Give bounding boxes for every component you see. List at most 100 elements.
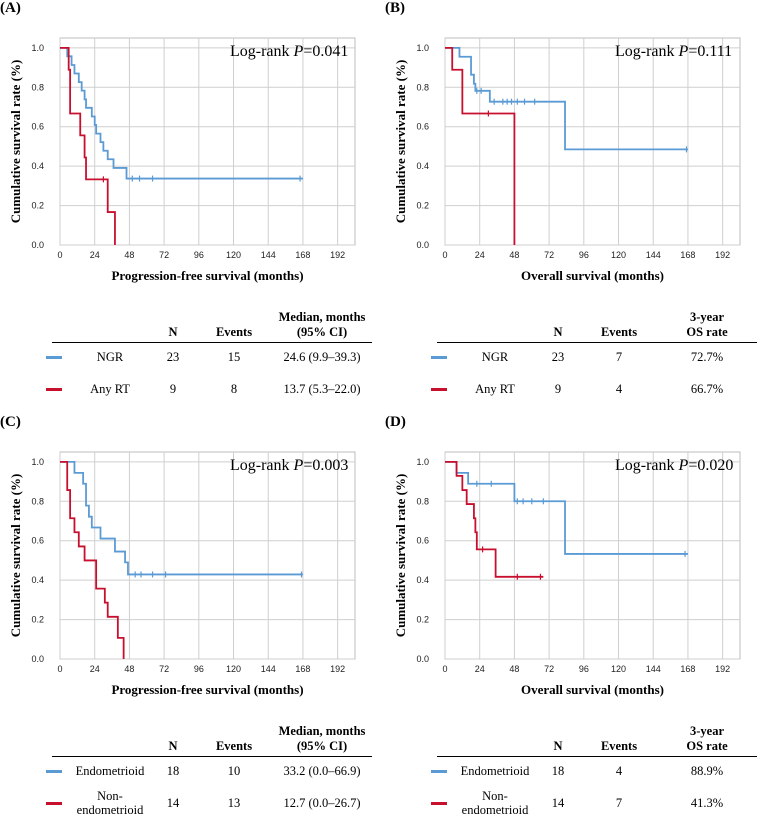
row-stat: 33.2 (0.0–66.9) bbox=[283, 764, 361, 778]
km-chart: 0 24 48 72 96 120 144 168 192 0.0 0.2 0.4 0.6 0.8 1.0 C… bbox=[393, 37, 741, 283]
log-rank-value: =0.041 bbox=[303, 43, 348, 60]
y-tick-label: 0.8 bbox=[31, 82, 44, 92]
x-tick-label: 0 bbox=[442, 250, 447, 260]
km-curve-series-2 bbox=[445, 46, 516, 245]
x-tick-label: 168 bbox=[680, 250, 695, 260]
row-name: Non-endometrioid bbox=[76, 789, 144, 817]
table-header: Events bbox=[215, 325, 253, 339]
x-tick-label: 120 bbox=[611, 664, 626, 674]
km-chart: 0 24 48 72 96 120 144 168 192 0.0 0.2 0.4 0.6 0.8 1.0 C… bbox=[8, 451, 356, 697]
x-tick-label: 0 bbox=[442, 664, 447, 674]
x-tick-label: 0 bbox=[57, 664, 62, 674]
table-header: Events bbox=[600, 739, 638, 753]
y-tick-label: 0.8 bbox=[31, 496, 44, 506]
y-tick-label: 1.0 bbox=[31, 457, 44, 467]
row-stat: 12.7 (0.0–26.7) bbox=[283, 796, 361, 810]
row-name: NGR bbox=[96, 350, 124, 364]
panel-label: (D) bbox=[385, 414, 406, 430]
log-rank-annotation: Log-rank P=0.003 bbox=[230, 457, 348, 474]
y-tick-label: 0.0 bbox=[31, 654, 44, 664]
row-n: 14 bbox=[166, 796, 180, 810]
x-axis-title: Overall survival (months) bbox=[521, 268, 664, 283]
row-name: Any RT bbox=[475, 382, 515, 396]
x-tick-label: 48 bbox=[124, 250, 134, 260]
x-tick-label: 144 bbox=[646, 250, 661, 260]
table-top-rule bbox=[437, 342, 757, 343]
table-header: Events bbox=[600, 325, 638, 339]
legend-swatch bbox=[46, 770, 62, 773]
panel-d: (D) 0 24 48 72 96 120 144 168 192 0.0 0.2 0.4 0.6 0.8… bbox=[385, 414, 770, 828]
table-header: N bbox=[553, 739, 563, 753]
row-events: 4 bbox=[615, 764, 623, 778]
table-header: Median, months (95% CI) bbox=[278, 310, 366, 339]
x-tick-label: 48 bbox=[509, 250, 519, 260]
row-n: 9 bbox=[554, 382, 562, 396]
log-rank-value: =0.111 bbox=[688, 43, 732, 60]
row-name: Endometrioid bbox=[460, 764, 530, 778]
row-events: 15 bbox=[227, 350, 241, 364]
x-tick-label: 168 bbox=[295, 664, 310, 674]
row-stat: 72.7% bbox=[690, 350, 724, 364]
plot-frame bbox=[59, 451, 356, 660]
summary-table: N Events 3-year OS rate Endometrioid 18 4 88.9%… bbox=[385, 714, 770, 828]
x-tick-label: 72 bbox=[159, 250, 169, 260]
row-n: 23 bbox=[166, 350, 180, 364]
log-rank-prefix: Log-rank bbox=[230, 43, 294, 60]
x-tick-label: 96 bbox=[579, 664, 589, 674]
row-n: 18 bbox=[551, 764, 565, 778]
x-tick-label: 144 bbox=[646, 664, 661, 674]
plot-frame bbox=[444, 37, 741, 246]
x-tick-label: 120 bbox=[611, 250, 626, 260]
x-tick-label: 192 bbox=[715, 250, 730, 260]
row-events: 10 bbox=[227, 764, 241, 778]
table-header: N bbox=[553, 325, 563, 339]
legend-swatch bbox=[431, 770, 447, 773]
summary-table: N Events Median, months (95% CI) NGR 23 15 24.6… bbox=[0, 300, 385, 414]
y-tick-label: 0.6 bbox=[31, 122, 44, 132]
km-curve-series-2 bbox=[60, 460, 125, 659]
log-rank-prefix: Log-rank bbox=[615, 457, 679, 474]
y-axis-title: Cumulative survival rate (%) bbox=[8, 474, 23, 638]
x-tick-label: 24 bbox=[475, 664, 485, 674]
row-events: 8 bbox=[230, 382, 238, 396]
y-tick-label: 1.0 bbox=[31, 43, 44, 53]
log-rank-prefix: Log-rank bbox=[230, 457, 294, 474]
y-axis-title: Cumulative survival rate (%) bbox=[393, 60, 408, 224]
y-tick-label: 0.8 bbox=[416, 496, 429, 506]
log-rank-annotation: Log-rank P=0.111 bbox=[615, 43, 732, 60]
y-tick-label: 1.0 bbox=[416, 43, 429, 53]
log-rank-p-symbol: P bbox=[678, 457, 689, 474]
x-tick-label: 24 bbox=[475, 250, 485, 260]
y-tick-label: 0.4 bbox=[31, 161, 44, 171]
row-stat: 13.7 (5.3–22.0) bbox=[283, 382, 361, 396]
row-name: Non-endometrioid bbox=[461, 789, 529, 817]
y-tick-label: 1.0 bbox=[416, 457, 429, 467]
km-chart: 0 24 48 72 96 120 144 168 192 0.0 0.2 0.4 0.6 0.8 1.0 C… bbox=[8, 37, 356, 283]
y-tick-label: 0.6 bbox=[416, 122, 429, 132]
row-name: NGR bbox=[481, 350, 509, 364]
row-n: 23 bbox=[551, 350, 565, 364]
table-header: N bbox=[168, 325, 178, 339]
y-tick-label: 0.2 bbox=[31, 201, 44, 211]
km-curve-series-1 bbox=[60, 46, 303, 180]
x-tick-label: 96 bbox=[194, 664, 204, 674]
panel-c: (C) 0 24 48 72 96 120 144 168 192 0.0 0.2 0.4 0.6 0.8… bbox=[0, 414, 385, 828]
y-tick-label: 0.2 bbox=[31, 615, 44, 625]
x-tick-label: 192 bbox=[715, 664, 730, 674]
km-curve-series-1 bbox=[445, 460, 688, 555]
row-name: Any RT bbox=[90, 382, 130, 396]
y-tick-label: 0.6 bbox=[416, 536, 429, 546]
log-rank-p-symbol: P bbox=[678, 43, 689, 60]
y-tick-label: 0.4 bbox=[416, 161, 429, 171]
table-header: Median, months (95% CI) bbox=[278, 724, 366, 753]
table-top-rule bbox=[437, 756, 757, 757]
row-events: 7 bbox=[615, 796, 623, 810]
x-tick-label: 120 bbox=[226, 664, 241, 674]
row-n: 18 bbox=[166, 764, 180, 778]
y-tick-label: 0.4 bbox=[416, 575, 429, 585]
table-header: Events bbox=[215, 739, 253, 753]
panel-label: (A) bbox=[0, 0, 21, 16]
table-header: 3-year OS rate bbox=[686, 310, 728, 339]
y-tick-label: 0.2 bbox=[416, 615, 429, 625]
row-stat: 66.7% bbox=[690, 382, 724, 396]
